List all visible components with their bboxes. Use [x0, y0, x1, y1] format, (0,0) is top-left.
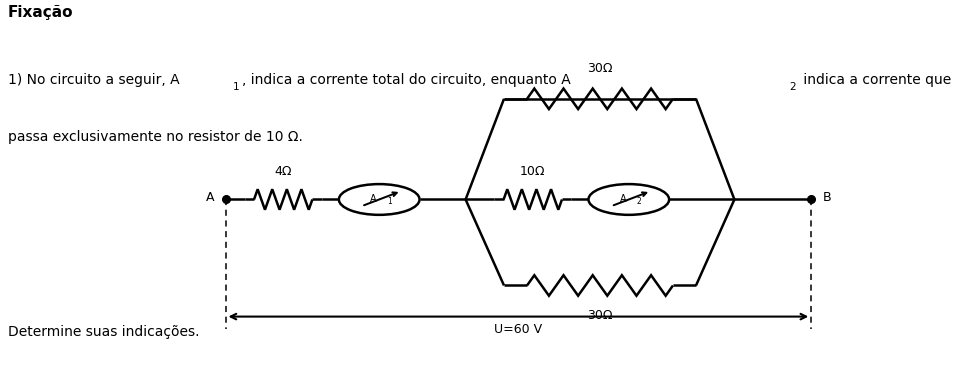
Text: 1) No circuito a seguir, A: 1) No circuito a seguir, A	[8, 73, 180, 87]
Text: A: A	[619, 194, 626, 204]
Circle shape	[339, 184, 420, 215]
Text: 2: 2	[789, 82, 796, 92]
Text: 30Ω: 30Ω	[588, 62, 612, 75]
Circle shape	[588, 184, 669, 215]
Text: 1: 1	[387, 197, 392, 205]
Text: 10Ω: 10Ω	[520, 164, 545, 178]
Text: Fixação: Fixação	[8, 5, 73, 20]
Text: passa exclusivamente no resistor de 10 Ω.: passa exclusivamente no resistor de 10 Ω…	[8, 130, 302, 144]
Text: B: B	[823, 191, 831, 204]
Text: , indica a corrente total do circuito, enquanto A: , indica a corrente total do circuito, e…	[242, 73, 570, 87]
Text: 1: 1	[232, 82, 239, 92]
Text: A: A	[205, 191, 214, 204]
Text: indica a corrente que: indica a corrente que	[799, 73, 951, 87]
Text: Determine suas indicações.: Determine suas indicações.	[8, 325, 199, 339]
Text: 30Ω: 30Ω	[588, 309, 612, 322]
Text: U=60 V: U=60 V	[494, 323, 542, 336]
Text: 2: 2	[636, 197, 641, 205]
Text: A: A	[370, 194, 376, 204]
Text: 4Ω: 4Ω	[275, 164, 292, 178]
